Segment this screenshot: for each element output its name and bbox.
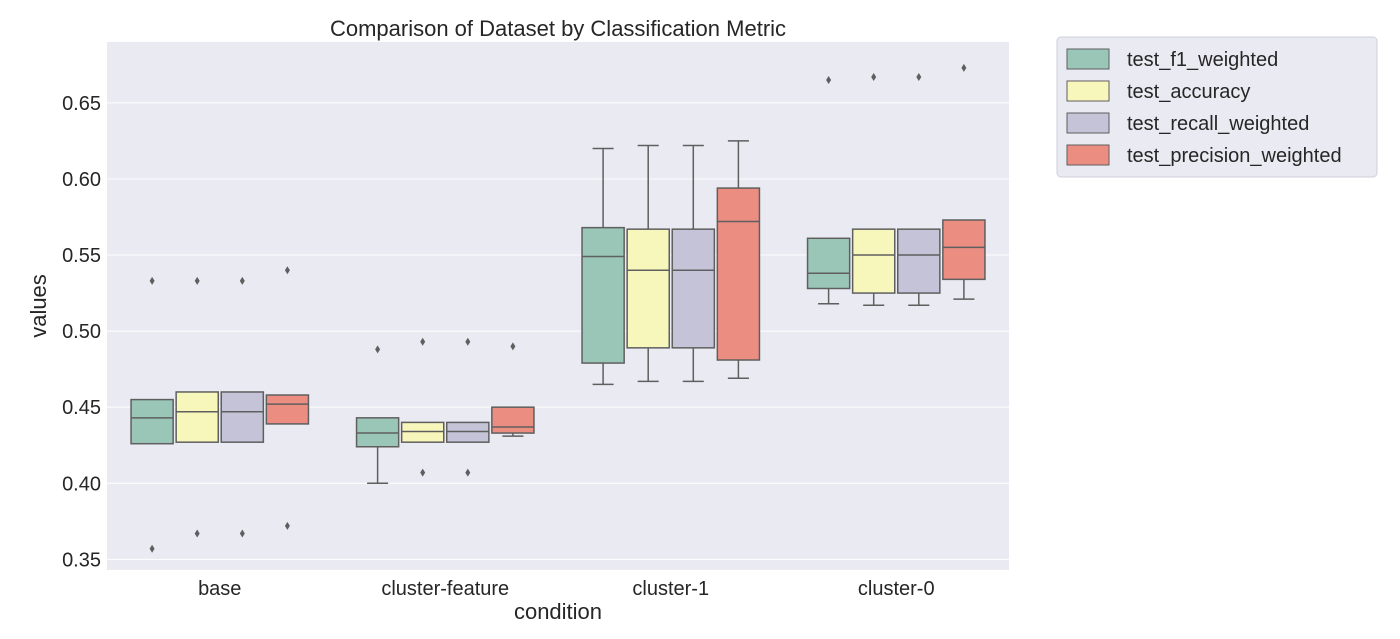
legend-swatch <box>1066 48 1110 70</box>
outlier-point <box>826 76 832 85</box>
box-iqr <box>400 421 445 443</box>
outlier-point <box>239 276 245 285</box>
box-test_f1_weighted-cluster-feature <box>355 345 400 485</box>
outlier-point <box>375 345 381 354</box>
box-iqr <box>446 421 490 443</box>
x-tick-label: cluster-1 <box>632 578 709 600</box>
legend: test_f1_weighted test_accuracy test_recall… <box>1056 36 1378 178</box>
box-test_f1_weighted-cluster-1 <box>581 147 625 386</box>
legend-label: test_recall_weighted <box>1127 113 1309 135</box>
outlier-point <box>510 342 516 351</box>
legend-label: test_f1_weighted <box>1127 49 1278 71</box>
y-tick-label: 0.55 <box>62 245 101 267</box>
x-tick-label: cluster-feature <box>381 578 509 600</box>
y-tick-label: 0.40 <box>62 473 101 495</box>
box-test_recall_weighted-cluster-1 <box>671 144 716 383</box>
outlier-point <box>149 544 155 553</box>
outlier-point <box>284 521 290 530</box>
outlier-point <box>420 468 426 477</box>
y-tick-label: 0.65 <box>62 93 101 115</box>
box-iqr <box>491 406 535 434</box>
outlier-point <box>871 72 877 81</box>
box-test_precision_weighted-cluster-0 <box>942 63 986 300</box>
box-test_recall_weighted-cluster-feature <box>446 337 490 477</box>
y-axis-ticks: 0.35 0.40 0.45 0.50 0.55 0.60 0.65 <box>62 93 101 571</box>
box-iqr <box>716 187 761 361</box>
box-iqr <box>220 391 265 443</box>
outlier-point <box>420 337 426 346</box>
box-test_f1_weighted-cluster-0 <box>806 76 851 305</box>
y-tick-label: 0.35 <box>62 549 101 571</box>
outlier-point <box>916 72 922 81</box>
box-test_accuracy-cluster-0 <box>851 72 896 306</box>
box-iqr <box>265 394 310 425</box>
box-test_precision_weighted-base <box>265 266 310 530</box>
box-test_accuracy-cluster-1 <box>626 144 671 383</box>
outlier-point <box>194 276 200 285</box>
chart-title: Comparison of Dataset by Classification … <box>330 16 786 41</box>
outlier-point <box>465 468 471 477</box>
box-test_precision_weighted-cluster-1 <box>716 140 761 380</box>
box-iqr <box>175 391 219 443</box>
box-iqr <box>130 398 174 445</box>
outlier-point <box>239 529 245 538</box>
box-iqr <box>626 228 671 349</box>
y-axis-title: values <box>26 274 51 338</box>
box-plots <box>130 63 986 553</box>
box-test_f1_weighted-base <box>130 276 174 553</box>
box-test_recall_weighted-base <box>220 276 265 538</box>
box-test_accuracy-base <box>175 276 219 538</box>
outlier-point <box>284 266 290 275</box>
legend-swatch <box>1066 144 1110 166</box>
legend-frame <box>1056 36 1378 178</box>
legend-swatch <box>1066 80 1110 102</box>
x-axis-ticks: base cluster-feature cluster-1 cluster-0 <box>198 578 935 600</box>
box-iqr <box>671 228 716 349</box>
box-iqr <box>581 226 625 364</box>
box-iqr <box>851 228 896 294</box>
legend-label: test_precision_weighted <box>1127 145 1342 167</box>
box-iqr <box>806 237 851 290</box>
y-tick-label: 0.45 <box>62 397 101 419</box>
box-iqr <box>897 228 941 294</box>
outlier-point <box>194 529 200 538</box>
y-tick-label: 0.60 <box>62 169 101 191</box>
x-tick-label: cluster-0 <box>858 578 935 600</box>
outlier-point <box>465 337 471 346</box>
outlier-point <box>149 276 155 285</box>
box-iqr <box>355 417 400 448</box>
legend-swatch <box>1066 112 1110 134</box>
box-test_accuracy-cluster-feature <box>400 337 445 477</box>
legend-label: test_accuracy <box>1127 81 1250 103</box>
plot-background <box>107 42 1009 570</box>
x-axis-title: condition <box>514 599 602 624</box>
box-iqr <box>942 219 986 281</box>
x-tick-label: base <box>198 578 241 600</box>
y-tick-label: 0.50 <box>62 321 101 343</box>
outlier-point <box>961 63 967 72</box>
box-test_precision_weighted-cluster-feature <box>491 342 535 437</box>
box-test_recall_weighted-cluster-0 <box>897 72 941 306</box>
